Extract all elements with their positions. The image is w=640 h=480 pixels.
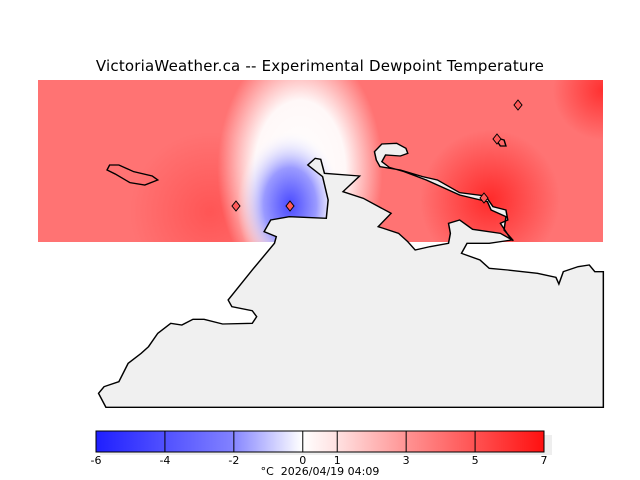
colorbar-tick-label: 1: [333, 454, 341, 467]
timestamp: 2026/04/19 04:09: [280, 465, 380, 478]
colorbar-tick-label: -2: [228, 454, 240, 467]
weather-stations: [231, 99, 523, 212]
colorbar-tick-label: 0: [299, 454, 307, 467]
colorbar-caption: °C 2026/04/19 04:09: [0, 465, 640, 478]
colorbar-tick-label: -6: [90, 454, 102, 467]
colorbar-tick-label: 3: [402, 454, 410, 467]
map-title: VictoriaWeather.ca -- Experimental Dewpo…: [95, 57, 545, 75]
colorbar-tick-label: 7: [540, 454, 548, 467]
land-mass: [97, 142, 605, 408]
station-marker[interactable]: [231, 200, 241, 212]
coastline: [97, 137, 605, 408]
colorbar-tick-label: -4: [159, 454, 171, 467]
colorbar-gradient: [95, 430, 545, 453]
station-marker[interactable]: [479, 192, 489, 204]
island-outline: [106, 164, 160, 186]
station-marker[interactable]: [513, 99, 523, 111]
dewpoint-field: [38, 80, 603, 242]
station-marker[interactable]: [492, 133, 502, 145]
colorbar: [95, 430, 552, 455]
colorbar-tick-label: 5: [471, 454, 479, 467]
units-label: °C: [260, 465, 274, 478]
station-marker[interactable]: [285, 200, 295, 212]
